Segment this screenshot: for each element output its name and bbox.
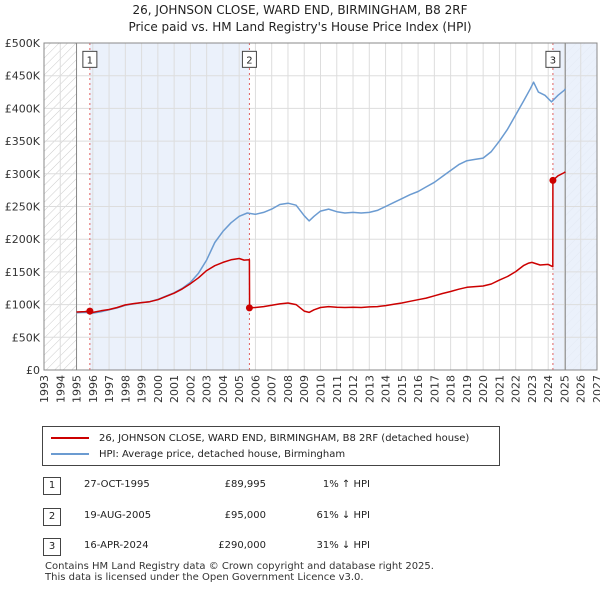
sale-label-2: 2 <box>246 55 252 66</box>
sale-label-box-3 <box>545 50 561 68</box>
sale-price: £89,995 <box>224 479 266 490</box>
sale-row-3: 3 16-APR-2024 £290,000 31% ↓ HPI <box>0 538 600 558</box>
sale-label-box-2 <box>241 50 257 68</box>
sale-hpi-diff: 61% ↓ HPI <box>316 510 370 521</box>
x-tick-label: 2025 <box>558 375 571 403</box>
x-tick-label: 2000 <box>152 375 165 403</box>
y-tick-label: £100K <box>5 299 41 312</box>
x-tick-label: 2021 <box>493 375 506 403</box>
plot-frame <box>43 42 598 371</box>
x-tick-label: 2004 <box>217 375 230 403</box>
sale-label-box-1 <box>82 50 98 68</box>
x-tick-label: 1999 <box>136 375 149 403</box>
x-tick-label: 1996 <box>87 375 100 403</box>
legend-label-property: 26, JOHNSON CLOSE, WARD END, BIRMINGHAM,… <box>99 432 470 444</box>
y-tick-label: £500K <box>5 37 41 50</box>
y-tick-label: £50K <box>12 331 41 344</box>
y-tick-label: £300K <box>5 168 41 181</box>
x-tick-label: 2014 <box>380 375 393 403</box>
x-tick-label: 2003 <box>201 375 214 403</box>
x-tick-label: 1994 <box>54 375 67 403</box>
y-tick-label: £450K <box>5 70 41 83</box>
sale-date: 16-APR-2024 <box>84 540 149 551</box>
y-tick-label: £350K <box>5 135 41 148</box>
sale-point-1 <box>86 307 94 315</box>
x-tick-label: 2019 <box>461 375 474 403</box>
x-tick-label: 2007 <box>266 375 279 403</box>
chart-subtitle: Price paid vs. HM Land Registry's House … <box>128 20 472 34</box>
x-tick-label: 2006 <box>249 375 262 403</box>
x-tick-label: 2022 <box>510 375 523 403</box>
y-tick-label: £150K <box>5 266 41 279</box>
sale-price: £95,000 <box>224 510 266 521</box>
legend-swatch-property <box>51 437 89 439</box>
y-tick-label: £400K <box>5 102 41 115</box>
sale-point-2 <box>245 304 253 312</box>
sale-date: 27-OCT-1995 <box>84 479 150 490</box>
x-tick-label: 2016 <box>412 375 425 403</box>
legend-swatch-hpi <box>51 453 89 455</box>
x-tick-label: 1998 <box>119 375 132 403</box>
sale-marker-badge: 1 <box>43 477 61 495</box>
sale-row-2: 2 19-AUG-2005 £95,000 61% ↓ HPI <box>0 508 600 528</box>
x-tick-label: 2018 <box>445 375 458 403</box>
sale-marker-badge: 3 <box>43 538 61 556</box>
sale-label-1: 1 <box>87 55 93 66</box>
x-tick-label: 2010 <box>315 375 328 403</box>
x-tick-label: 2012 <box>347 375 360 403</box>
sale-hpi-diff: 31% ↓ HPI <box>316 540 370 551</box>
x-tick-label: 1995 <box>71 375 84 403</box>
legend-item-property: 26, JOHNSON CLOSE, WARD END, BIRMINGHAM,… <box>51 431 469 445</box>
x-tick-label: 2009 <box>298 375 311 403</box>
sale-date: 19-AUG-2005 <box>84 510 152 521</box>
x-tick-label: 2015 <box>396 375 409 403</box>
x-tick-label: 2008 <box>282 375 295 403</box>
chart-title: 26, JOHNSON CLOSE, WARD END, BIRMINGHAM,… <box>132 3 468 17</box>
price-chart: 1 2 3 £0 £50K £100K £150K £200K £250K £300K £350K £… <box>5 37 600 403</box>
sale-row-1: 1 27-OCT-1995 £89,995 1% ↑ HPI <box>0 477 600 497</box>
y-tick-label: £0 <box>26 364 40 377</box>
sale-label-3: 3 <box>550 55 556 66</box>
y-tick-label: £250K <box>5 201 41 214</box>
x-tick-label: 1997 <box>103 375 116 403</box>
x-tick-label: 2001 <box>168 375 181 403</box>
sale-point-3 <box>549 176 557 184</box>
footer-licence: This data is licensed under the Open Gov… <box>45 572 364 583</box>
x-tick-label: 1993 <box>38 375 51 403</box>
footer-copyright: Contains HM Land Registry data © Crown c… <box>45 561 434 572</box>
x-tick-label: 2005 <box>233 375 246 403</box>
legend: 26, JOHNSON CLOSE, WARD END, BIRMINGHAM,… <box>42 426 500 466</box>
sale-marker-badge: 2 <box>43 508 61 526</box>
x-tick-label: 2002 <box>184 375 197 403</box>
legend-label-hpi: HPI: Average price, detached house, Birm… <box>99 448 346 460</box>
y-tick-label: £200K <box>5 233 41 246</box>
sale-hpi-diff: 1% ↑ HPI <box>322 479 370 490</box>
legend-item-hpi: HPI: Average price, detached house, Birm… <box>51 447 345 461</box>
x-tick-label: 2023 <box>526 375 539 403</box>
x-tick-label: 2027 <box>591 375 600 403</box>
x-tick-label: 2026 <box>575 375 588 403</box>
x-tick-label: 2011 <box>331 375 344 403</box>
x-tick-label: 2013 <box>363 375 376 403</box>
x-tick-label: 2017 <box>428 375 441 403</box>
series-line-property <box>76 171 566 314</box>
x-tick-label: 2024 <box>542 375 555 403</box>
sale-price: £290,000 <box>218 540 266 551</box>
x-tick-label: 2020 <box>477 375 490 403</box>
